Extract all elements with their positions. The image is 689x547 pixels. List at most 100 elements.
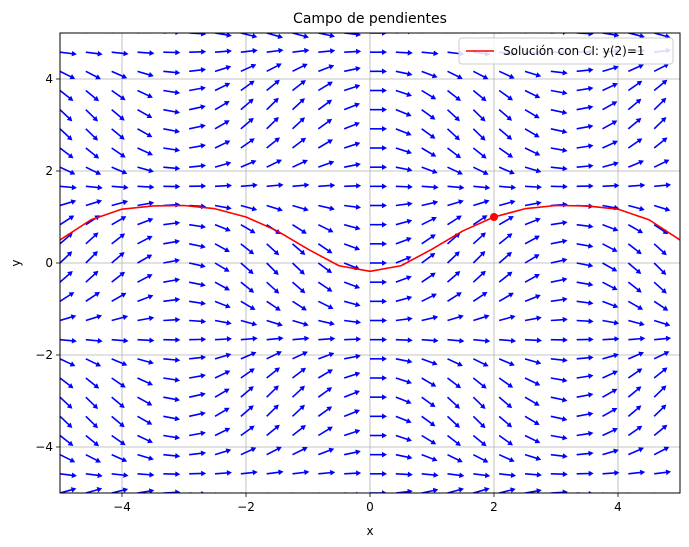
field-arrow	[421, 315, 439, 322]
field-arrow	[421, 200, 439, 207]
field-arrow	[85, 396, 99, 409]
field-arrow	[292, 223, 307, 234]
field-arrow	[472, 270, 486, 283]
field-arrow	[421, 89, 437, 100]
field-arrow	[524, 453, 542, 461]
field-arrow	[524, 70, 542, 78]
field-arrow	[627, 262, 642, 275]
field-arrow	[317, 300, 334, 310]
field-arrow	[628, 319, 645, 327]
field-arrow	[85, 33, 89, 34]
field-arrow	[85, 50, 103, 57]
field-arrow	[188, 104, 206, 111]
field-arrow	[85, 415, 99, 429]
field-arrow	[446, 396, 460, 409]
field-arrow	[602, 161, 619, 168]
field-arrow	[317, 139, 333, 149]
field-arrow	[550, 453, 568, 459]
field-arrow	[292, 425, 306, 437]
field-arrow	[344, 48, 362, 55]
field-arrow	[370, 298, 387, 305]
field-arrow	[499, 337, 517, 344]
field-arrow	[343, 141, 361, 149]
field-arrow	[163, 128, 181, 134]
field-arrow	[446, 128, 460, 141]
field-arrow	[421, 184, 439, 190]
field-arrow	[318, 204, 335, 211]
field-arrow	[370, 260, 387, 266]
field-arrow	[472, 147, 487, 159]
field-arrow	[395, 108, 412, 117]
field-arrow	[602, 470, 620, 476]
field-arrow	[370, 413, 387, 420]
field-arrow	[266, 404, 279, 417]
field-arrow	[602, 120, 618, 130]
field-arrow	[344, 491, 359, 493]
field-arrow	[524, 254, 540, 264]
field-arrow	[395, 201, 413, 207]
field-arrow	[653, 204, 671, 212]
field-arrow	[499, 184, 517, 191]
field-arrow	[214, 352, 232, 360]
field-arrow	[395, 49, 413, 56]
field-arrow	[576, 143, 594, 149]
field-arrow	[473, 472, 491, 479]
field-arrow	[498, 487, 516, 493]
field-arrow	[550, 357, 568, 363]
field-arrow	[318, 469, 336, 476]
field-arrow	[627, 386, 642, 398]
field-arrow	[498, 377, 514, 388]
field-arrow	[214, 82, 231, 92]
field-arrow	[292, 335, 310, 342]
field-arrow	[163, 357, 181, 363]
field-arrow	[653, 351, 670, 360]
field-arrow	[240, 204, 258, 212]
field-arrow	[602, 319, 620, 326]
field-arrow	[189, 490, 205, 493]
field-arrow	[498, 434, 513, 446]
field-arrow	[214, 262, 230, 272]
field-arrow	[60, 184, 77, 191]
field-arrow	[85, 184, 103, 191]
field-arrow	[472, 358, 489, 367]
field-arrow	[550, 489, 568, 493]
field-arrow	[163, 108, 181, 115]
field-arrow	[111, 337, 129, 344]
field-arrow	[343, 409, 360, 418]
field-arrow	[214, 281, 230, 291]
field-arrow	[473, 314, 490, 322]
field-arrow	[679, 415, 680, 417]
field-arrow	[60, 215, 75, 226]
field-arrow	[240, 138, 255, 149]
y-tick-label: 0	[45, 256, 53, 270]
field-arrow	[447, 337, 465, 344]
field-arrow	[163, 277, 181, 283]
field-arrow	[627, 300, 644, 310]
field-arrow	[602, 223, 619, 232]
field-arrow	[679, 70, 680, 72]
field-arrow	[189, 143, 206, 149]
field-arrow	[421, 234, 436, 245]
field-arrow	[472, 215, 488, 226]
field-arrow	[370, 87, 387, 94]
x-tick-label: 2	[490, 500, 498, 514]
field-arrow	[343, 371, 361, 379]
field-arrow	[550, 337, 568, 343]
field-arrow	[679, 224, 680, 226]
field-arrow	[214, 336, 232, 342]
x-tick-label: 0	[366, 500, 374, 514]
field-arrow	[653, 424, 668, 437]
field-arrow	[240, 262, 254, 275]
field-arrow	[550, 201, 568, 208]
field-arrow	[60, 434, 74, 447]
field-arrow	[189, 470, 207, 477]
field-arrow	[472, 396, 486, 410]
field-arrow	[189, 85, 206, 92]
field-arrow	[292, 446, 308, 456]
field-arrow	[627, 223, 644, 234]
field-arrow	[188, 262, 206, 269]
field-arrow	[421, 216, 437, 226]
field-arrow	[679, 108, 680, 110]
field-arrow	[395, 237, 412, 245]
field-arrow	[447, 33, 451, 34]
